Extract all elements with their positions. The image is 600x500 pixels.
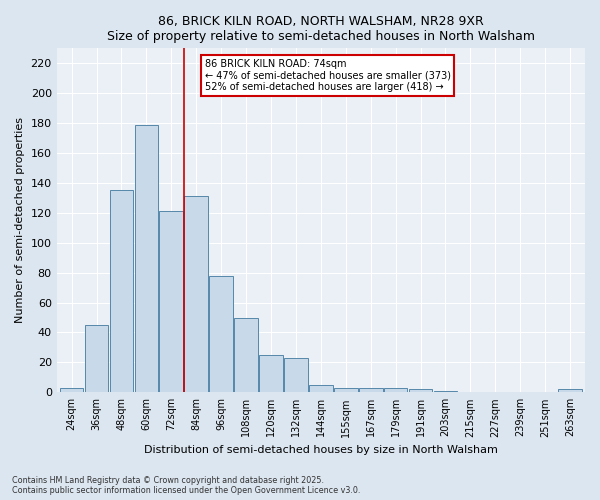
Title: 86, BRICK KILN ROAD, NORTH WALSHAM, NR28 9XR
Size of property relative to semi-d: 86, BRICK KILN ROAD, NORTH WALSHAM, NR28… [107, 15, 535, 43]
Bar [309, 385, 332, 392]
Bar [110, 190, 133, 392]
Bar [434, 391, 457, 392]
Text: Contains HM Land Registry data © Crown copyright and database right 2025.
Contai: Contains HM Land Registry data © Crown c… [12, 476, 361, 495]
Bar [134, 124, 158, 392]
Bar [209, 276, 233, 392]
Bar [384, 388, 407, 392]
Bar [409, 390, 433, 392]
Bar [334, 388, 358, 392]
Bar [259, 355, 283, 393]
Bar [60, 388, 83, 392]
Bar [160, 212, 183, 392]
Bar [184, 196, 208, 392]
Bar [359, 388, 383, 392]
Bar [558, 390, 582, 392]
X-axis label: Distribution of semi-detached houses by size in North Walsham: Distribution of semi-detached houses by … [144, 445, 498, 455]
Bar [284, 358, 308, 392]
Bar [85, 325, 109, 392]
Text: 86 BRICK KILN ROAD: 74sqm
← 47% of semi-detached houses are smaller (373)
52% of: 86 BRICK KILN ROAD: 74sqm ← 47% of semi-… [205, 58, 451, 92]
Y-axis label: Number of semi-detached properties: Number of semi-detached properties [15, 118, 25, 324]
Bar [234, 318, 258, 392]
